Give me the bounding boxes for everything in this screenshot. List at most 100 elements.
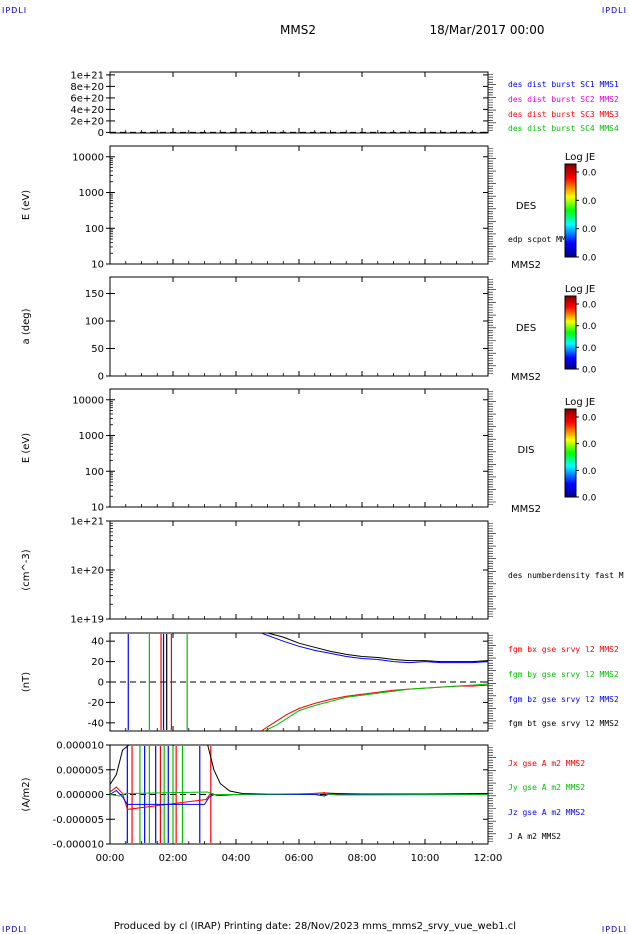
legend-entry: fgm by gse srvy l2 MMS2 (508, 670, 619, 679)
legend-entry: J A m2 MMS2 (508, 832, 561, 841)
overlay-label: edp scpot MMS2 (508, 235, 576, 244)
right-axis-minor-ticks (488, 747, 496, 842)
header-spacecraft: MMS2 (280, 23, 316, 37)
y-axis-label: a (deg) (21, 308, 32, 344)
y-tick-label: 0 (98, 678, 104, 689)
x-tick-label: 06:00 (285, 853, 314, 864)
y-tick-label: -20 (88, 698, 104, 709)
legend-entry: Jx gse A m2 MMS2 (508, 759, 585, 768)
legend-entry: fgm bz gse srvy l2 MMS2 (508, 695, 619, 704)
colorbar-tick-label: 0.0 (582, 197, 597, 207)
instrument-label: DIS (518, 445, 535, 456)
y-tick-label: 1e+19 (70, 615, 104, 626)
series-line-fgm-by-gse-srvy-l2-mms2 (264, 683, 489, 732)
spacecraft-label: MMS2 (511, 260, 541, 271)
series-line-fgm-bz-gse-srvy-l2-mms2 (261, 632, 489, 664)
series-line-jx-gse-a-m2-mms2 (109, 786, 488, 810)
colorbar-tick-label: 0.0 (582, 414, 597, 424)
legend-entry: des numberdensity fast M (508, 571, 624, 580)
corner-label-top-right: IPDLI (602, 6, 627, 15)
instrument-label: DES (516, 323, 536, 334)
colorbar (564, 163, 577, 258)
right-axis-minor-ticks (488, 148, 496, 262)
panel-frame (109, 520, 489, 620)
y-tick-label: 10 (91, 260, 104, 271)
y-axis-label: E (eV) (21, 190, 32, 220)
y-tick-label: 150 (85, 289, 104, 300)
corner-label-top-left: IPDLI (2, 6, 27, 15)
x-tick-label: 02:00 (159, 853, 188, 864)
panel-5: 1e+21 1e+20 1e+19 (cm^-3) des numberdensity … (21, 517, 624, 626)
y-tick-label: 1000 (79, 188, 104, 199)
series-line-j-a-m2-mms2 (109, 744, 489, 795)
colorbar-tick-label: 0.0 (582, 440, 597, 450)
colorbar-tick-label: 0.0 (582, 494, 597, 504)
panel-6: 40 20 0 -20 -40 (nT) fgm bx gse srvy l2 MMS2 fg… (21, 632, 619, 732)
right-axis-minor-ticks (488, 74, 496, 131)
y-tick-label: 1e+21 (70, 517, 104, 528)
y-tick-label: -0.000010 (53, 840, 104, 851)
colorbar-tick-label: 0.0 (582, 322, 597, 332)
y-tick-label: 1000 (79, 431, 104, 442)
right-axis-minor-ticks (488, 635, 496, 729)
panel-4: 10000 1000 100 10 E (eV) DIS MMS2 Log JE 0.0 0.0 0… (21, 388, 597, 515)
y-axis-label: (A/m2) (21, 777, 32, 811)
legend-entry: des dist burst SC2 MMS2 (508, 95, 619, 104)
y-tick-label: 100 (85, 317, 104, 328)
colorbar-title: Log JE (565, 152, 595, 163)
footer-text: Produced by cl (IRAP) Printing date: 28/… (114, 921, 516, 932)
y-axis-label: (cm^-3) (21, 549, 32, 590)
y-tick-label: 0.000000 (56, 790, 104, 801)
colorbar-tick-label: 0.0 (582, 366, 597, 376)
corner-label-bottom-right: IPDLI (602, 925, 627, 934)
right-axis-minor-ticks (488, 391, 496, 505)
legend-entry: des dist burst SC4 MMS4 (508, 124, 619, 133)
colorbar-tick-label: 0.0 (582, 225, 597, 235)
colorbar-title: Log JE (565, 284, 595, 295)
colorbar-tick-label: 0.0 (582, 467, 597, 477)
y-tick-label: 10 (91, 503, 104, 514)
y-tick-label: 0.000010 (56, 741, 104, 752)
right-axis-minor-ticks (488, 523, 496, 617)
legend-entry: Jy gse A m2 MMS2 (508, 783, 585, 792)
x-tick-label: 08:00 (348, 853, 377, 864)
colorbar-tick-label: 0.0 (582, 301, 597, 311)
instrument-label: DES (516, 201, 536, 212)
x-tick-label: 04:00 (222, 853, 251, 864)
right-axis-minor-ticks (488, 279, 496, 374)
legend-entry: des dist burst SC1 MMS1 (508, 80, 619, 89)
series-line-fgm-bt-gse-srvy-l2-mms2 (267, 632, 489, 663)
y-tick-label: 2e+20 (70, 116, 104, 127)
series-line-fgm-bx-gse-srvy-l2-mms2 (260, 684, 489, 732)
y-tick-label: 100 (85, 467, 104, 478)
y-tick-label: -0.000005 (53, 815, 104, 826)
panel-7: 0.000010 0.000005 0.000000 -0.000005 -0.0000… (21, 741, 585, 851)
legend-entry: des dist burst SC3 MMS3 (508, 110, 619, 119)
y-axis-label: (nT) (21, 672, 32, 692)
x-tick-label: 00:00 (96, 853, 125, 864)
colorbar-title: Log JE (565, 397, 595, 408)
y-tick-label: 10000 (72, 395, 104, 406)
corner-label-bottom-left: IPDLI (2, 925, 27, 934)
y-axis-label: E (eV) (21, 433, 32, 463)
series-line-jy-gse-a-m2-mms2 (109, 791, 489, 797)
x-tick-label: 12:00 (474, 853, 503, 864)
colorbar-tick-label: 0.0 (582, 169, 597, 179)
y-tick-label: -40 (88, 718, 104, 729)
y-tick-label: 0 (98, 372, 104, 383)
y-tick-label: 8e+20 (70, 82, 104, 93)
y-tick-label: 10000 (72, 152, 104, 163)
y-tick-label: 4e+20 (70, 105, 104, 116)
y-tick-label: 100 (85, 224, 104, 235)
legend-entry: fgm bt gse srvy l2 MMS2 (508, 719, 619, 728)
x-tick-label: 10:00 (411, 853, 440, 864)
legend-entry: fgm bx gse srvy l2 MMS2 (508, 645, 619, 654)
y-tick-label: 0 (98, 128, 104, 139)
spacecraft-label: MMS2 (511, 504, 541, 515)
y-tick-label: 50 (91, 344, 104, 355)
colorbar-tick-label: 0.0 (582, 254, 597, 264)
y-tick-label: 6e+20 (70, 93, 104, 104)
panel-2: 10000 1000 100 10 E (eV) DES MMS2 edp scpot MMS… (21, 145, 597, 271)
